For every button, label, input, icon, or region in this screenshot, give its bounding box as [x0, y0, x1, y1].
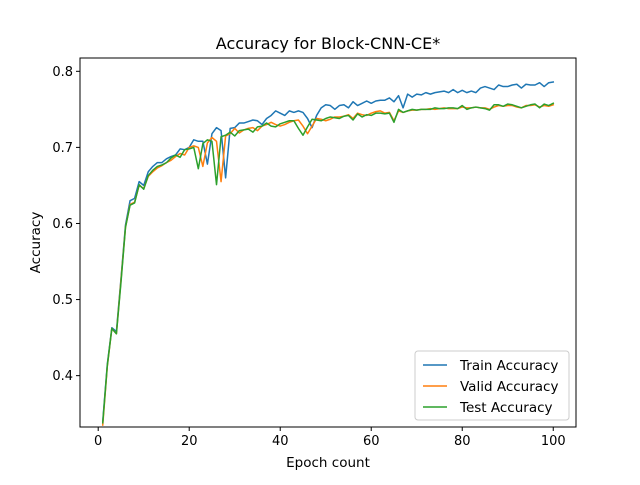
x-axis: 0 20 40 60 80 100: [94, 427, 566, 449]
x-tick-label: 80: [454, 434, 471, 449]
x-axis-title: Epoch count: [286, 455, 370, 471]
y-axis-title: Accuracy: [28, 212, 44, 274]
series-line-train-accuracy: [101, 81, 555, 423]
series-layer: [101, 81, 555, 426]
legend-box: [414, 350, 570, 421]
y-tick-label: 0.7: [52, 141, 73, 156]
x-tick-label: 0: [94, 434, 102, 449]
legend-label-train-accuracy: Train Accuracy: [459, 358, 558, 374]
y-tick-label: 0.5: [52, 293, 73, 308]
y-axis: 0.4 0.5 0.6 0.7 0.8: [52, 65, 80, 384]
x-tick-label: 40: [272, 434, 289, 449]
y-tick-label: 0.6: [52, 217, 73, 232]
legend-label-test-accuracy: Test Accuracy: [459, 400, 553, 416]
legend-label-valid-accuracy: Valid Accuracy: [460, 379, 558, 395]
series-line-test-accuracy: [101, 102, 555, 424]
y-tick-label: 0.8: [52, 65, 73, 80]
x-tick-label: 60: [363, 434, 380, 449]
x-tick-label: 20: [181, 434, 198, 449]
y-tick-label: 0.4: [52, 369, 73, 384]
x-tick-label: 100: [541, 434, 566, 449]
plot-frame: [79, 57, 577, 428]
chart-title: Accuracy for Block-CNN-CE*: [216, 34, 440, 53]
legend: Train Accuracy Valid Accuracy Test Accurac…: [414, 350, 570, 421]
